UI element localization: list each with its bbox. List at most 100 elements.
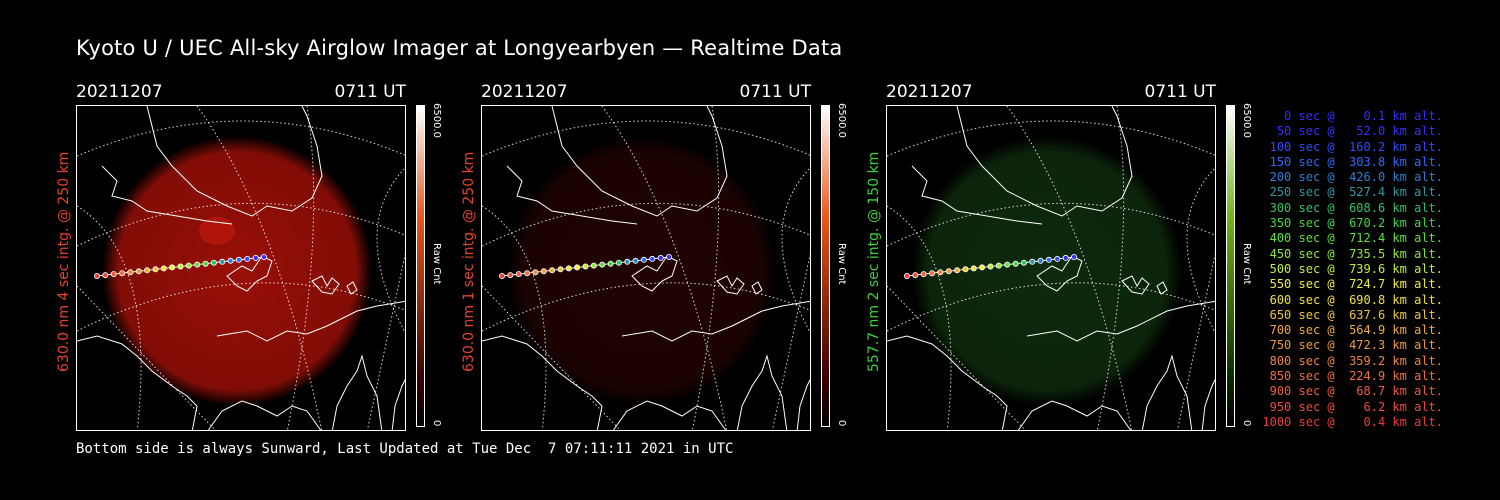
- legend-row: 400 sec @ 712.4 km alt.: [1262, 231, 1443, 246]
- coastline: [621, 300, 810, 342]
- trajectory-point: [219, 258, 226, 265]
- trajectory-point: [624, 258, 631, 265]
- lat-lon-grid-line: [286, 106, 315, 430]
- trajectory-point: [632, 257, 639, 264]
- legend-row: 900 sec @ 68.7 km alt.: [1262, 384, 1443, 399]
- panel-y-label: 630.0 nm 1 sec intg. @ 250 km: [461, 151, 477, 372]
- lat-lon-grid-line: [1096, 106, 1125, 430]
- airglow-panel-3: 20211207 0711 UT: [886, 82, 1216, 432]
- legend-row: 300 sec @ 608.6 km alt.: [1262, 200, 1443, 215]
- legend-row: 950 sec @ 6.2 km alt.: [1262, 399, 1443, 414]
- airglow-panel-2: 20211207 0711 UT: [481, 82, 811, 432]
- panel-date: 20211207: [886, 82, 973, 102]
- trajectory-point: [903, 272, 910, 279]
- lat-lon-grid-line: [1006, 106, 1133, 430]
- lat-lon-grid-line: [77, 282, 405, 332]
- coastline: [1201, 378, 1215, 430]
- legend-row: 600 sec @ 690.8 km alt.: [1262, 292, 1443, 307]
- legend-row: 650 sec @ 637.6 km alt.: [1262, 307, 1443, 322]
- trajectory-point: [227, 257, 234, 264]
- coastline: [146, 106, 323, 217]
- colorbar: [1226, 105, 1235, 427]
- trajectory-point: [110, 271, 117, 278]
- trajectory-point: [929, 270, 936, 277]
- legend-row: 550 sec @ 724.7 km alt.: [1262, 277, 1443, 292]
- coastline: [1141, 354, 1193, 430]
- colorbar-max-label: 6500.0: [1241, 103, 1252, 138]
- airglow-disc: [102, 136, 372, 406]
- trajectory-point: [235, 256, 242, 263]
- trajectory-point: [582, 263, 589, 270]
- trajectory-point: [657, 254, 664, 261]
- lat-lon-grid-line: [1176, 252, 1215, 430]
- trajectory-point: [498, 272, 505, 279]
- coastline: [1156, 281, 1168, 295]
- trajectory-point: [1045, 256, 1052, 263]
- trajectory-point: [970, 265, 977, 272]
- lat-lon-grid-line: [196, 106, 323, 430]
- trajectory-point: [507, 272, 514, 279]
- legend-row: 500 sec @ 739.6 km alt.: [1262, 261, 1443, 276]
- coastline: [77, 335, 198, 430]
- trajectory-point: [540, 268, 547, 275]
- colorbar: [821, 105, 830, 427]
- trajectory-legend: 0 sec @ 0.1 km alt. 50 sec @ 52.0 km alt…: [1253, 109, 1443, 430]
- trajectory-point: [979, 264, 986, 271]
- trajectory-point: [144, 267, 151, 274]
- all-sky-image: [481, 105, 811, 431]
- trajectory-point: [962, 266, 969, 273]
- coastline: [216, 300, 405, 342]
- footer-note: Bottom side is always Sunward, Last Upda…: [76, 441, 734, 457]
- trajectory-point: [549, 267, 556, 274]
- coastline: [716, 275, 745, 295]
- coastline: [1036, 255, 1083, 292]
- trajectory-point: [177, 263, 184, 270]
- lat-lon-grid-line: [77, 120, 405, 157]
- legend-row: 700 sec @ 564.9 km alt.: [1262, 323, 1443, 338]
- trajectory-point: [574, 264, 581, 271]
- panel-time: 0711 UT: [1144, 82, 1217, 102]
- trajectory-point: [185, 262, 192, 269]
- trajectory-point: [1012, 260, 1019, 267]
- trajectory-point: [210, 259, 217, 266]
- lat-lon-grid-line: [482, 205, 547, 430]
- legend-row: 350 sec @ 670.2 km alt.: [1262, 216, 1443, 231]
- trajectory-point: [599, 261, 606, 268]
- lat-lon-grid-line: [771, 252, 810, 430]
- colorbar-max-label: 6500.0: [431, 103, 442, 138]
- coastline: [911, 165, 1043, 225]
- coastline: [631, 255, 678, 292]
- coastline: [1026, 300, 1215, 342]
- coastline: [551, 106, 728, 217]
- trajectory-point: [127, 269, 134, 276]
- colorbar-unit-label: Raw Cnt: [836, 243, 847, 285]
- trajectory-point: [532, 269, 539, 276]
- trajectory-point: [260, 253, 267, 260]
- lat-lon-grid-line: [887, 285, 1026, 430]
- trajectory-point: [1020, 259, 1027, 266]
- coastline: [207, 400, 322, 430]
- legend-row: 250 sec @ 527.4 km alt.: [1262, 185, 1443, 200]
- lat-lon-grid-line: [887, 282, 1215, 332]
- lat-lon-grid-line: [601, 106, 728, 430]
- coastline: [887, 335, 1008, 430]
- trajectory-point: [524, 270, 531, 277]
- coastline: [736, 354, 788, 430]
- trajectory-point: [244, 255, 251, 262]
- sky-map-svg: [482, 106, 810, 430]
- colorbar-unit-label: Raw Cnt: [431, 243, 442, 285]
- trajectory-point: [995, 262, 1002, 269]
- panel-date: 20211207: [76, 82, 163, 102]
- legend-row: 850 sec @ 224.9 km alt.: [1262, 369, 1443, 384]
- lat-lon-grid-line: [482, 282, 810, 332]
- panel-y-label: 630.0 nm 4 sec intg. @ 250 km: [56, 151, 72, 372]
- airglow-disc: [507, 136, 777, 406]
- lat-lon-grid-line: [376, 167, 405, 334]
- panel-time: 0711 UT: [334, 82, 407, 102]
- coastline: [612, 400, 727, 430]
- lat-lon-grid-line: [887, 205, 952, 430]
- trajectory-point: [649, 255, 656, 262]
- lat-lon-grid-line: [482, 285, 621, 430]
- trajectory-point: [1070, 253, 1077, 260]
- legend-row: 750 sec @ 472.3 km alt.: [1262, 338, 1443, 353]
